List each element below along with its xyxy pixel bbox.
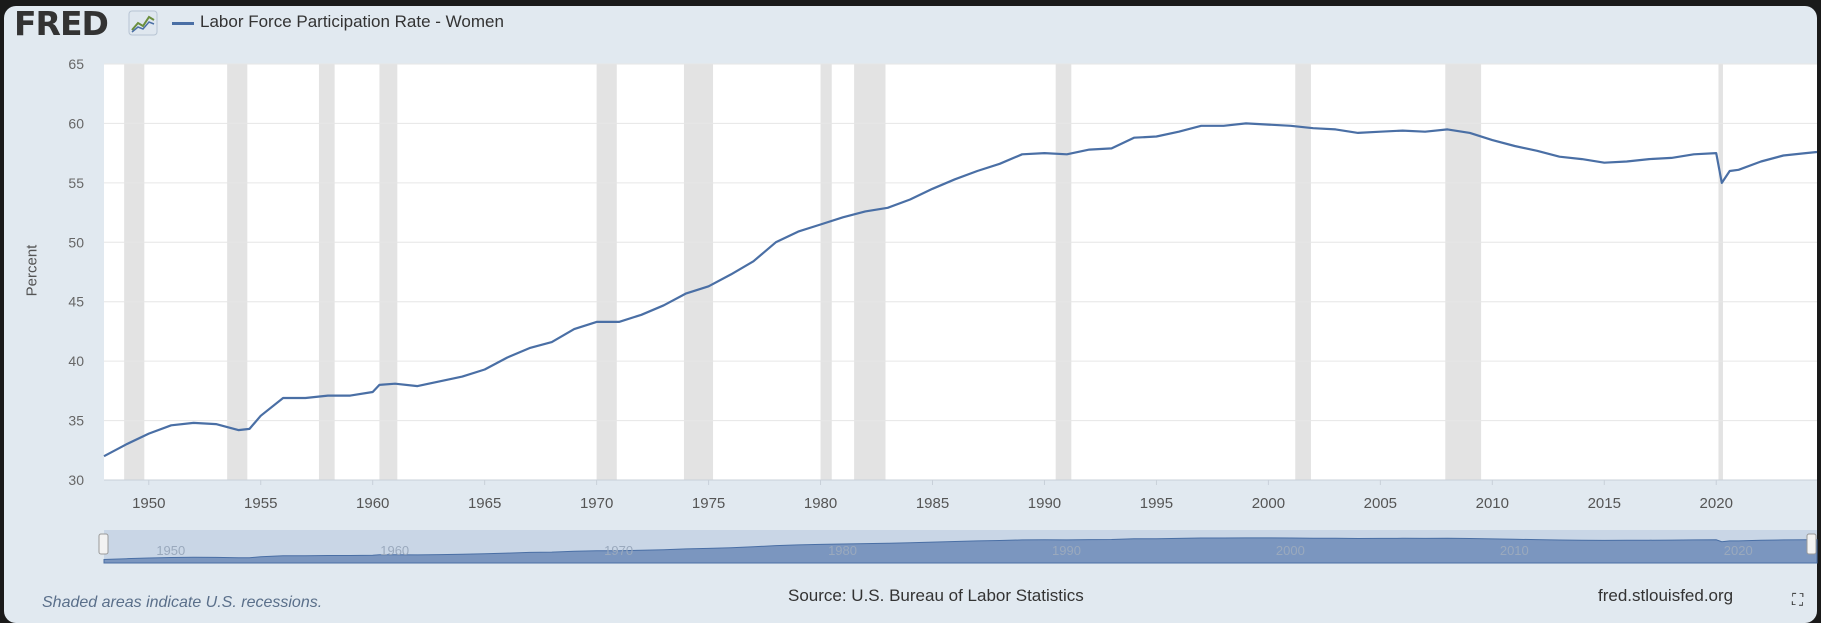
recession-band	[1055, 64, 1072, 480]
navigator-tick-label: 2000	[1276, 543, 1305, 558]
navigator-tick-label: 2010	[1500, 543, 1529, 558]
legend-label: Labor Force Participation Rate - Women	[200, 12, 504, 31]
navigator-tick-label: 1980	[828, 543, 857, 558]
y-tick-label: 50	[68, 234, 84, 250]
source-text: Source: U.S. Bureau of Labor Statistics	[788, 586, 1084, 605]
fullscreen-icon[interactable]: ⛶	[1792, 592, 1804, 609]
x-tick-label: 1950	[132, 495, 165, 512]
x-tick-label: 2000	[1252, 495, 1285, 512]
x-tick-label: 1985	[916, 495, 949, 512]
series-line	[103, 122, 1818, 458]
x-tick-label: 1975	[692, 495, 725, 512]
navigator-tick-label: 2020	[1724, 543, 1753, 558]
legend-line-swatch	[172, 22, 194, 25]
site-link[interactable]: fred.stlouisfed.org	[1598, 586, 1734, 605]
navigator-left-handle[interactable]	[98, 533, 109, 555]
x-tick-label: 2015	[1588, 495, 1621, 512]
recession-band	[379, 64, 398, 480]
x-tick-label: 1965	[468, 495, 501, 512]
x-tick-label: 1955	[244, 495, 277, 512]
recession-band	[1295, 64, 1311, 480]
x-tick-label: 1960	[356, 495, 389, 512]
navigator-series-area	[103, 537, 1818, 564]
x-tick-label: 1995	[1140, 495, 1173, 512]
x-tick-label: 2010	[1476, 495, 1509, 512]
recession-band	[596, 64, 617, 480]
y-tick-label: 60	[68, 115, 84, 131]
x-tick-label: 2005	[1364, 495, 1397, 512]
recession-band	[820, 64, 832, 480]
graph-logo-icon	[128, 10, 158, 36]
y-tick-label: 55	[68, 175, 84, 191]
y-tick-label: 40	[68, 353, 84, 369]
y-tick-label: 35	[68, 413, 84, 429]
recession-band	[227, 64, 248, 480]
recession-note: Shaded areas indicate U.S. recessions.	[42, 594, 323, 611]
fred-logo[interactable]: FRED	[14, 4, 109, 43]
navigator-tick-label: 1960	[380, 543, 409, 558]
navigator-tick-label: 1990	[1052, 543, 1081, 558]
recession-band	[318, 64, 335, 480]
recession-band	[124, 64, 145, 480]
x-tick-label: 1990	[1028, 495, 1061, 512]
x-tick-label: 1980	[804, 495, 837, 512]
x-tick-label: 1970	[580, 495, 613, 512]
range-navigator[interactable]: 1950 1960 1970 1980 1990 2000 2010 2020	[98, 530, 1818, 564]
navigator-tick-label: 1970	[604, 543, 633, 558]
y-tick-label: 65	[68, 56, 84, 72]
plot-area: 30 35 40 45 50 55 60 65 1950 1955 1960 1965 1970 1975…	[68, 56, 1818, 512]
recession-band	[1718, 64, 1723, 480]
recession-band	[854, 64, 886, 480]
navigator-right-handle[interactable]	[1806, 533, 1817, 555]
y-tick-label: 30	[68, 472, 84, 488]
plot-background	[104, 64, 1817, 480]
recession-band	[1445, 64, 1482, 480]
navigator-tick-label: 1950	[156, 543, 185, 558]
recession-band	[683, 64, 714, 480]
y-axis-title: Percent	[23, 244, 41, 297]
y-tick-label: 45	[68, 294, 84, 310]
x-tick-label: 2020	[1700, 495, 1733, 512]
